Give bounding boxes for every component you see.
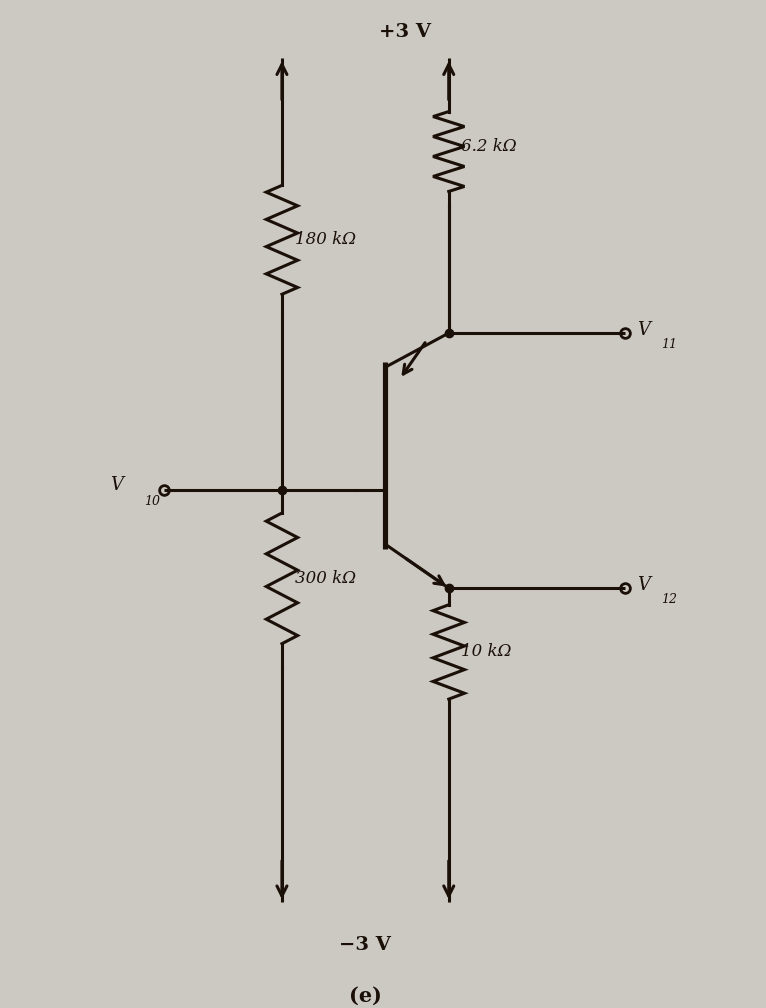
Text: 6.2 kΩ: 6.2 kΩ — [461, 138, 517, 155]
Text: 180 kΩ: 180 kΩ — [295, 231, 355, 248]
Text: 12: 12 — [661, 594, 676, 607]
Text: V: V — [637, 577, 650, 595]
Text: −3 V: −3 V — [339, 936, 391, 955]
Text: V: V — [637, 322, 650, 339]
Text: 10: 10 — [145, 495, 161, 508]
Text: 10 kΩ: 10 kΩ — [461, 643, 512, 660]
Text: V: V — [110, 476, 123, 494]
Text: 11: 11 — [661, 339, 676, 352]
Text: +3 V: +3 V — [378, 22, 430, 40]
Text: 300 kΩ: 300 kΩ — [295, 570, 355, 587]
Text: (e): (e) — [349, 986, 381, 1006]
